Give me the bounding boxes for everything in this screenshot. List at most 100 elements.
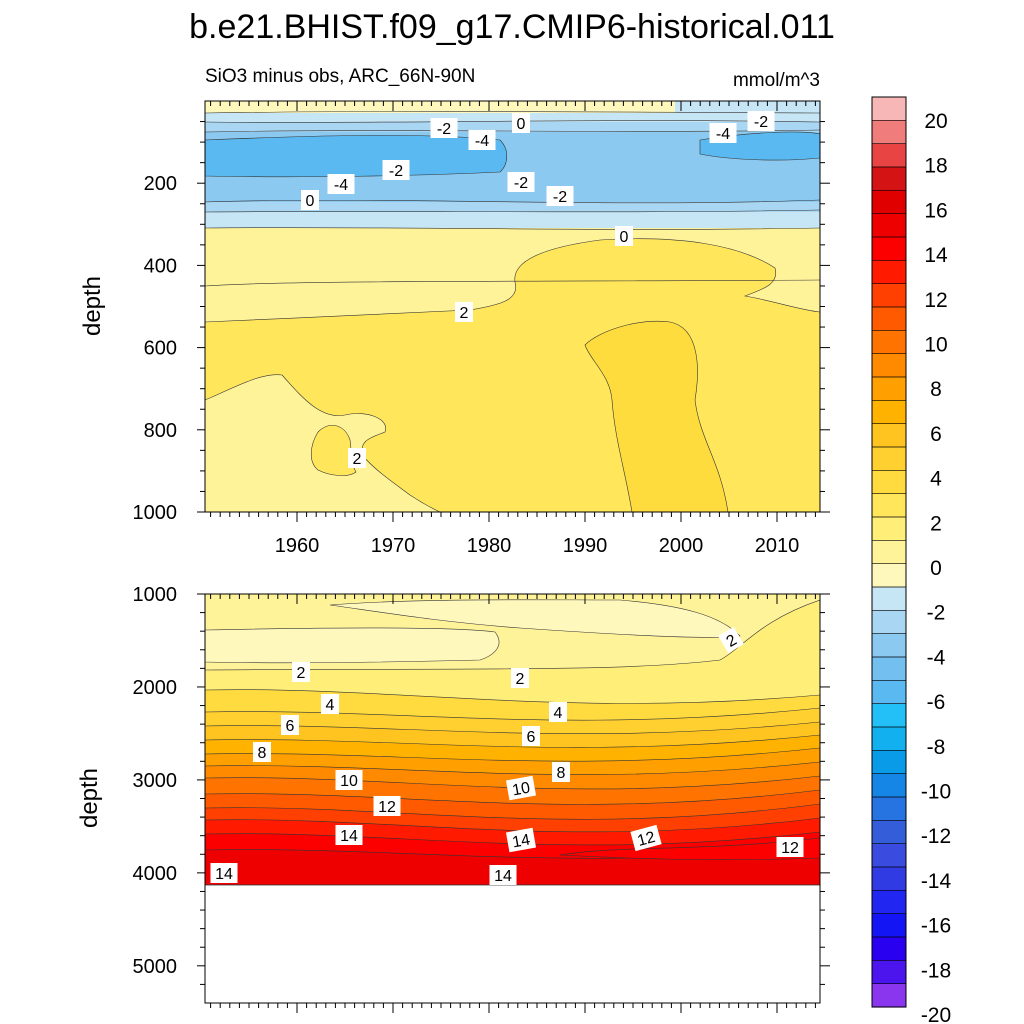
colorbar: 20181614121086420-2-4-6-8-10-12-14-16-18… bbox=[871, 96, 951, 1024]
y-tick-label: 400 bbox=[144, 255, 177, 277]
contour-label: 2 bbox=[511, 668, 529, 688]
contour-label-box bbox=[747, 111, 775, 131]
contour-label-text: 10 bbox=[340, 773, 358, 790]
colorbar-tick-label: 6 bbox=[930, 423, 942, 446]
colorbar-swatch bbox=[872, 213, 906, 238]
colorbar-tick-label: 2 bbox=[930, 512, 942, 535]
fill-4-to-6-core bbox=[584, 320, 729, 512]
contour-label-box bbox=[281, 715, 299, 735]
contour-label: 6 bbox=[522, 726, 540, 746]
contour-label-box bbox=[335, 825, 363, 845]
x-tick-label: 1980 bbox=[467, 535, 512, 557]
contour-label-box bbox=[549, 702, 567, 722]
colorbar-swatch bbox=[872, 820, 906, 845]
colorbar-swatch bbox=[872, 587, 906, 611]
colorbar-swatch bbox=[872, 237, 906, 261]
contour-label: -2 bbox=[382, 160, 410, 180]
contour-label-text: 2 bbox=[353, 451, 362, 468]
contour-label: 2 bbox=[348, 448, 366, 468]
contour-label-box bbox=[292, 662, 310, 682]
contour-label: -4 bbox=[468, 130, 496, 150]
panel2-gradient-bands bbox=[205, 689, 820, 1003]
contour-label-box bbox=[615, 226, 633, 246]
contour-label-text: 2 bbox=[516, 671, 525, 688]
y-tick-label: 2000 bbox=[133, 677, 178, 699]
colorbar-swatch bbox=[872, 960, 906, 985]
contour-label: -2 bbox=[507, 172, 535, 192]
contour-label-box bbox=[552, 762, 570, 782]
colorbar-swatch bbox=[872, 727, 906, 751]
ylabel-upper: depth bbox=[79, 276, 106, 336]
colorbar-swatch bbox=[872, 120, 906, 145]
colorbar-swatch bbox=[872, 167, 906, 191]
colorbar-swatch bbox=[872, 680, 906, 705]
panel1-fill bbox=[205, 101, 820, 512]
contour-label: 0 bbox=[512, 113, 530, 133]
colorbar-swatch bbox=[872, 260, 906, 285]
contour-label-box bbox=[430, 118, 458, 138]
contour-label-text: -2 bbox=[389, 163, 403, 180]
colorbar-tick-label: -12 bbox=[921, 825, 951, 848]
contour-label-box bbox=[348, 448, 366, 468]
colorbar-swatch bbox=[872, 190, 906, 215]
contour-label-text: 14 bbox=[215, 866, 233, 883]
colorbar-tick-label: 8 bbox=[930, 378, 942, 401]
panel1-subtitle: SiO3 minus obs, ARC_66N-90N bbox=[205, 66, 475, 87]
contour-label: 4 bbox=[321, 694, 339, 714]
contour-label-box bbox=[210, 863, 238, 883]
contour-label: 14 bbox=[210, 863, 238, 883]
contour-label-box bbox=[512, 113, 530, 133]
contour-label: 0 bbox=[301, 190, 319, 210]
contour-label: 2 bbox=[718, 626, 744, 654]
ylabel-lower: depth bbox=[76, 768, 103, 828]
colorbar-swatch bbox=[872, 447, 906, 471]
colorbar-swatch bbox=[872, 493, 906, 518]
colorbar-swatch bbox=[872, 773, 906, 798]
contour-label-box bbox=[505, 775, 537, 801]
colorbar-swatch bbox=[872, 890, 906, 915]
colorbar-swatch bbox=[872, 750, 906, 775]
colorbar-swatch bbox=[872, 470, 906, 495]
panel2-ticks: 1000 2000 3000 4000 5000 bbox=[133, 584, 830, 1013]
contour-label: -4 bbox=[709, 123, 737, 143]
contour-label-text: 14 bbox=[511, 832, 532, 852]
contour-label-box bbox=[511, 668, 529, 688]
x-tick-label: 1970 bbox=[371, 535, 416, 557]
contour-label: 12 bbox=[373, 796, 401, 816]
contour-label: -2 bbox=[747, 111, 775, 131]
colorbar-tick-label: 20 bbox=[924, 110, 947, 133]
contour-label-text: 12 bbox=[378, 799, 396, 816]
colorbar-swatch bbox=[872, 97, 906, 121]
colorbar-swatch bbox=[872, 657, 906, 681]
contour-label-box bbox=[301, 190, 319, 210]
contour-label-text: 0 bbox=[517, 116, 526, 133]
contour-label-box bbox=[382, 160, 410, 180]
colorbar-swatch bbox=[872, 937, 906, 961]
fill-mid-patch bbox=[310, 425, 357, 476]
fill-surface-pale-right bbox=[675, 101, 820, 113]
colorbar-tick-label: 14 bbox=[924, 244, 948, 267]
contour-label-text: 14 bbox=[494, 868, 512, 885]
x-tick-label: 2010 bbox=[755, 535, 800, 557]
contour-label-box bbox=[321, 694, 339, 714]
x-tick-label: 1990 bbox=[563, 535, 608, 557]
colorbar-swatch bbox=[872, 283, 906, 308]
panel2-contour-labels: 2 2 2 4 4 6 6 8 8 10 10 12 14 14 12 12 14 14 bbox=[210, 626, 804, 885]
panel-lower: 1000 2000 3000 4000 5000 2 2 2 4 4 6 6 8 8 10 10 12 14 14… bbox=[133, 584, 830, 1013]
contour-label-box bbox=[489, 865, 517, 885]
colorbar-swatch bbox=[872, 377, 906, 401]
contour-label: 14 bbox=[335, 825, 363, 845]
colorbar-swatch bbox=[872, 423, 906, 448]
colorbar-frame bbox=[871, 96, 907, 1008]
contour-label: 4 bbox=[549, 702, 567, 722]
colorbar-tick-label: -18 bbox=[921, 959, 951, 982]
contour-label: 2 bbox=[455, 302, 473, 322]
contour-label-box bbox=[546, 186, 574, 206]
contour-label-box bbox=[718, 626, 744, 654]
colorbar-swatch bbox=[872, 867, 906, 891]
contour-label-box bbox=[522, 726, 540, 746]
colorbar-tick-label: 12 bbox=[924, 289, 947, 312]
contour-label-text: 6 bbox=[527, 729, 536, 746]
colorbar-tick-label: 16 bbox=[924, 199, 947, 222]
colorbar-tick-label: -2 bbox=[927, 602, 946, 625]
